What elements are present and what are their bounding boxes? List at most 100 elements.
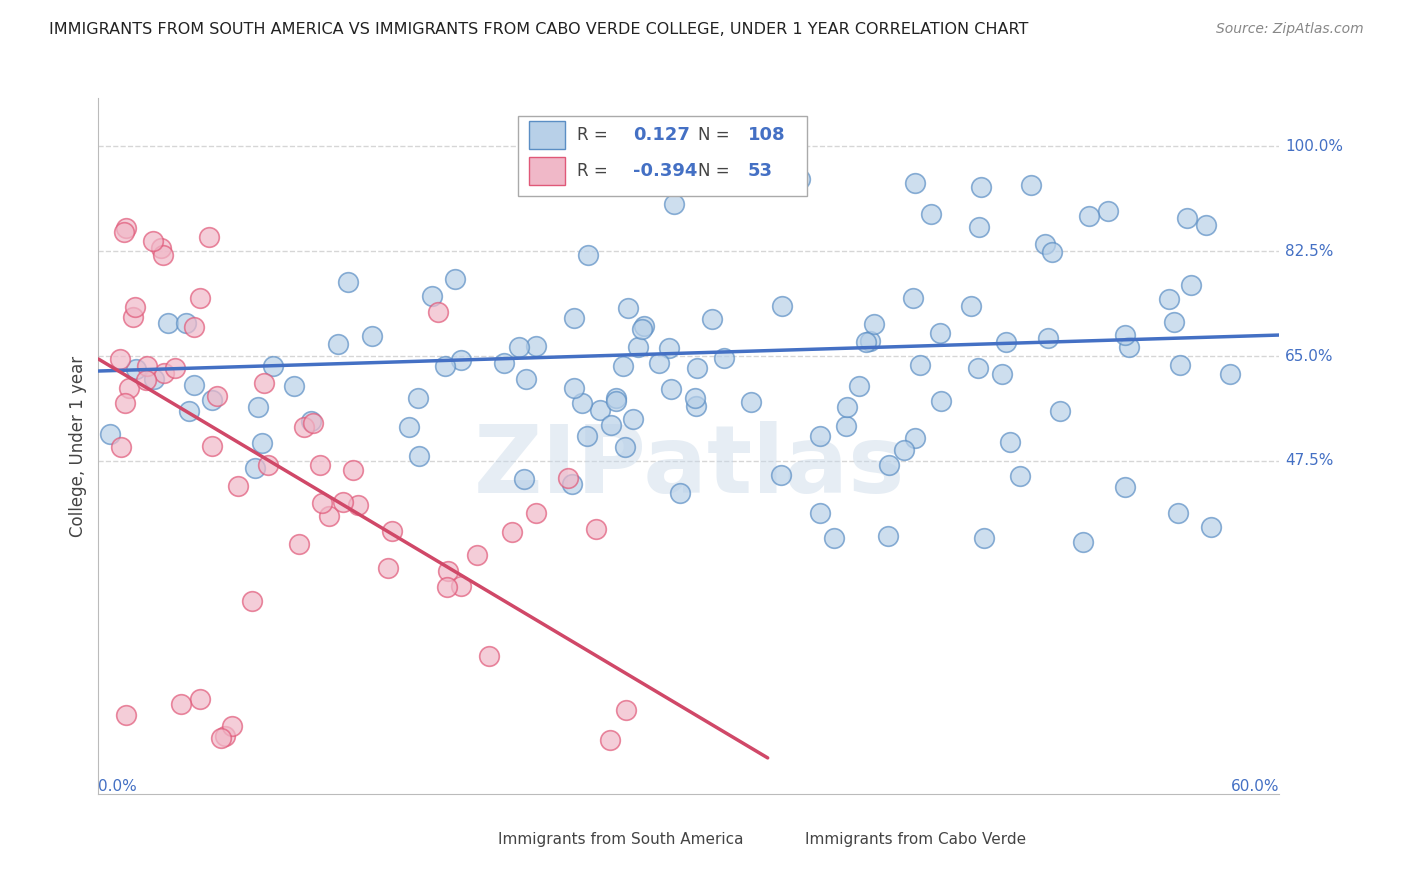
Point [501, 524, 523, 539]
Text: N =: N = [699, 162, 730, 180]
Point [253, 376, 276, 390]
Point [789, 172, 811, 186]
Point [318, 509, 340, 524]
Point [848, 379, 870, 393]
Bar [464, 829, 491, 849]
Bar [530, 121, 565, 149]
Point [683, 392, 706, 406]
Point [928, 326, 950, 341]
Point [859, 334, 882, 349]
Point [1163, 315, 1185, 329]
Point [188, 292, 211, 306]
Text: ZIPatlas: ZIPatlas [474, 421, 904, 513]
Point [336, 275, 359, 289]
Point [1167, 506, 1189, 520]
Point [508, 340, 530, 354]
Text: 0.127: 0.127 [634, 126, 690, 144]
Point [614, 440, 637, 454]
Text: 82.5%: 82.5% [1285, 244, 1334, 259]
Point [177, 404, 200, 418]
Point [515, 371, 537, 385]
Point [122, 310, 145, 324]
Point [998, 434, 1021, 449]
Bar [772, 829, 797, 849]
Point [326, 336, 349, 351]
Point [1114, 327, 1136, 342]
Point [614, 703, 637, 717]
Point [332, 495, 354, 509]
Point [1038, 331, 1060, 345]
Point [863, 317, 886, 331]
Point [214, 729, 236, 743]
Point [205, 388, 228, 402]
Point [1168, 359, 1191, 373]
Point [142, 372, 165, 386]
Point [450, 580, 472, 594]
Point [408, 449, 430, 463]
Point [478, 648, 501, 663]
Point [250, 436, 273, 450]
Text: 60.0%: 60.0% [1232, 779, 1279, 794]
Point [309, 458, 332, 473]
Point [837, 400, 859, 414]
Point [465, 548, 488, 562]
Point [835, 418, 858, 433]
Point [904, 432, 927, 446]
Point [153, 366, 176, 380]
Point [967, 219, 990, 234]
Point [152, 247, 174, 261]
Point [561, 477, 583, 491]
Point [114, 396, 136, 410]
Point [571, 395, 593, 409]
Point [135, 373, 157, 387]
Point [1180, 278, 1202, 293]
Point [669, 486, 692, 500]
Point [283, 379, 305, 393]
Point [959, 299, 981, 313]
Point [110, 441, 132, 455]
Point [311, 496, 333, 510]
Point [299, 414, 322, 428]
Point [879, 458, 901, 473]
Point [685, 361, 707, 376]
Point [115, 708, 138, 723]
Point [183, 320, 205, 334]
Text: 108: 108 [748, 126, 786, 144]
Point [605, 394, 627, 409]
Point [118, 381, 141, 395]
Point [589, 403, 612, 417]
Point [443, 271, 465, 285]
Point [1021, 178, 1043, 193]
Point [156, 316, 179, 330]
Point [245, 460, 267, 475]
Point [1071, 535, 1094, 549]
Point [908, 359, 931, 373]
Point [1010, 469, 1032, 483]
Point [494, 356, 516, 370]
Point [183, 378, 205, 392]
Text: 100.0%: 100.0% [1285, 138, 1343, 153]
Point [995, 335, 1018, 350]
Point [740, 395, 762, 409]
Point [966, 360, 988, 375]
Bar [530, 157, 565, 186]
Point [1077, 209, 1099, 223]
Point [631, 322, 654, 336]
Point [616, 301, 638, 315]
Point [901, 291, 924, 305]
Point [149, 241, 172, 255]
Text: IMMIGRANTS FROM SOUTH AMERICA VS IMMIGRANTS FROM CABO VERDE COLLEGE, UNDER 1 YEA: IMMIGRANTS FROM SOUTH AMERICA VS IMMIGRA… [49, 22, 1029, 37]
Point [1194, 218, 1216, 232]
Point [1157, 292, 1180, 306]
Point [970, 180, 993, 194]
Point [165, 360, 187, 375]
Point [903, 177, 925, 191]
Point [808, 429, 831, 443]
Point [426, 305, 449, 319]
Point [342, 463, 364, 477]
Point [973, 532, 995, 546]
Point [1114, 480, 1136, 494]
Point [221, 718, 243, 732]
Point [420, 289, 443, 303]
Point [1199, 520, 1222, 534]
